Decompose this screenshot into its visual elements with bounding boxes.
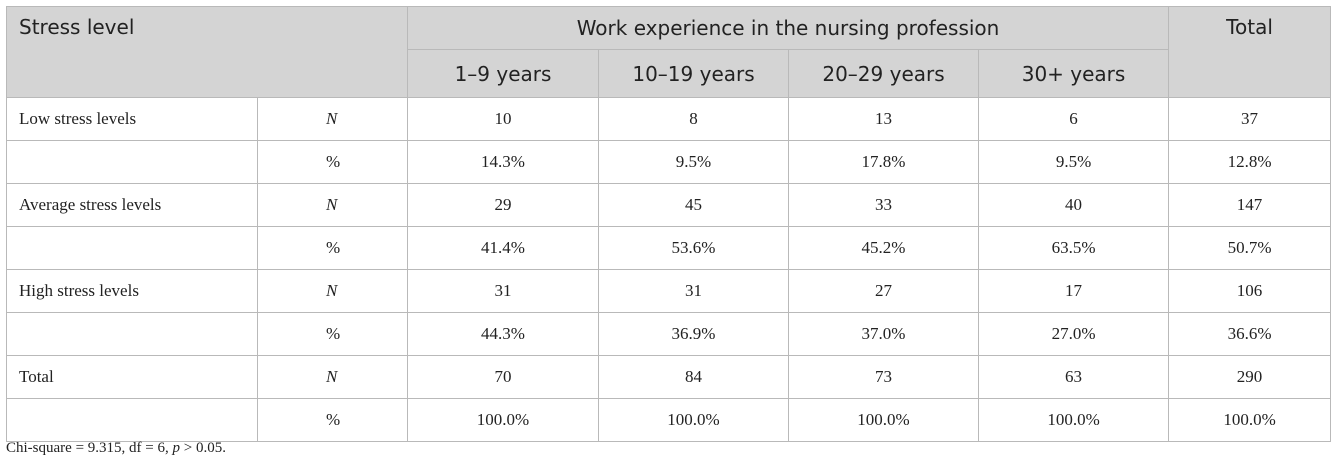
- row-label: [6, 140, 258, 184]
- cell-value: 6: [978, 97, 1170, 141]
- cell-value: 100.0%: [598, 398, 790, 442]
- cell-value: 8: [598, 97, 790, 141]
- cell-value: 70: [407, 355, 600, 399]
- cell-value: 45: [598, 183, 790, 227]
- row-statistic: %: [256, 140, 409, 184]
- cell-value: 100.0%: [407, 398, 600, 442]
- row-label: Low stress levels: [6, 97, 258, 141]
- cell-value: 84: [598, 355, 790, 399]
- cell-value: 53.6%: [598, 226, 790, 270]
- row-statistic: N: [256, 355, 409, 399]
- cell-value: 40: [978, 183, 1170, 227]
- cell-total: 37: [1168, 97, 1332, 141]
- cell-value: 14.3%: [407, 140, 600, 184]
- cell-total: 12.8%: [1168, 140, 1332, 184]
- table-row: Low stress levels N 10 8 13 6 37: [6, 97, 1332, 141]
- cell-value: 73: [788, 355, 980, 399]
- cell-value: 17.8%: [788, 140, 980, 184]
- row-statistic: %: [256, 398, 409, 442]
- cell-value: 33: [788, 183, 980, 227]
- footnote-suffix: > 0.05.: [179, 440, 226, 456]
- cell-value: 9.5%: [978, 140, 1170, 184]
- cell-total: 106: [1168, 269, 1332, 313]
- row-statistic: %: [256, 312, 409, 356]
- header-group-1-9-years: 1–9 years: [407, 49, 600, 98]
- header-group-30-plus-years: 30+ years: [978, 49, 1170, 98]
- cell-value: 36.9%: [598, 312, 790, 356]
- header-work-experience: Work experience in the nursing professio…: [407, 6, 1170, 50]
- row-statistic: N: [256, 97, 409, 141]
- cell-total: 100.0%: [1168, 398, 1332, 442]
- table-row: High stress levels N 31 31 27 17 106: [6, 269, 1332, 313]
- table-row: % 44.3% 36.9% 37.0% 27.0% 36.6%: [6, 312, 1332, 356]
- cell-total: 36.6%: [1168, 312, 1332, 356]
- table-row: Average stress levels N 29 45 33 40 147: [6, 183, 1332, 227]
- cell-value: 31: [407, 269, 600, 313]
- cell-total: 147: [1168, 183, 1332, 227]
- row-statistic: %: [256, 226, 409, 270]
- table-row: % 14.3% 9.5% 17.8% 9.5% 12.8%: [6, 140, 1332, 184]
- cell-value: 41.4%: [407, 226, 600, 270]
- row-label: [6, 226, 258, 270]
- cell-value: 44.3%: [407, 312, 600, 356]
- header-group-20-29-years: 20–29 years: [788, 49, 980, 98]
- table-row: Total N 70 84 73 63 290: [6, 355, 1332, 399]
- header-stress-level: Stress level: [5, 6, 409, 98]
- table-row: % 41.4% 53.6% 45.2% 63.5% 50.7%: [6, 226, 1332, 270]
- cell-value: 45.2%: [788, 226, 980, 270]
- cell-value: 63: [978, 355, 1170, 399]
- table-row: % 100.0% 100.0% 100.0% 100.0% 100.0%: [6, 398, 1332, 442]
- cell-value: 100.0%: [978, 398, 1170, 442]
- row-label: Average stress levels: [6, 183, 258, 227]
- footnote-p-symbol: p: [172, 440, 180, 456]
- cell-value: 37.0%: [788, 312, 980, 356]
- row-label: [6, 312, 258, 356]
- row-statistic: N: [256, 269, 409, 313]
- row-statistic: N: [256, 183, 409, 227]
- cell-total: 50.7%: [1168, 226, 1332, 270]
- footnote-prefix: Chi-square = 9.315, df = 6,: [6, 440, 173, 456]
- cell-value: 13: [788, 97, 980, 141]
- row-label: Total: [6, 355, 258, 399]
- cell-value: 17: [978, 269, 1170, 313]
- cell-value: 29: [407, 183, 600, 227]
- header-group-10-19-years: 10–19 years: [598, 49, 790, 98]
- header-total: Total: [1168, 6, 1332, 98]
- cell-value: 63.5%: [978, 226, 1170, 270]
- row-label: High stress levels: [6, 269, 258, 313]
- stress-work-experience-table: Stress level Work experience in the nurs…: [5, 6, 1332, 442]
- cell-value: 27: [788, 269, 980, 313]
- cell-value: 31: [598, 269, 790, 313]
- cell-value: 10: [407, 97, 600, 141]
- stress-work-experience-table-container: Stress level Work experience in the nurs…: [5, 6, 1332, 442]
- cell-value: 100.0%: [788, 398, 980, 442]
- cell-value: 27.0%: [978, 312, 1170, 356]
- table-body: Low stress levels N 10 8 13 6 37% 14.3% 9.5% 17.8…: [6, 97, 1332, 442]
- cell-value: 9.5%: [598, 140, 790, 184]
- cell-total: 290: [1168, 355, 1332, 399]
- row-label: [6, 398, 258, 442]
- table-footnote: Chi-square = 9.315, df = 6, p > 0.05.: [6, 440, 226, 457]
